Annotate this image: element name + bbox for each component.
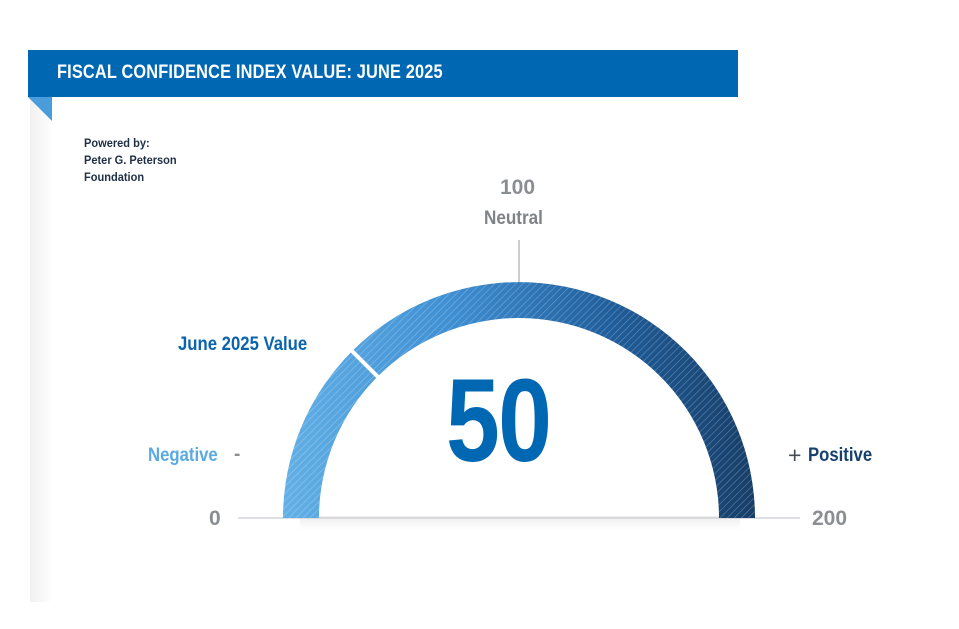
attribution-line-1: Powered by:: [84, 136, 150, 150]
tick-label-200: 200: [812, 507, 848, 530]
banner-fold: [28, 97, 52, 121]
title-banner: [28, 50, 738, 97]
negative-label: Negative: [148, 445, 218, 466]
positive-sign: +: [788, 442, 802, 468]
base-shadow: [300, 516, 740, 530]
value-marker: [348, 347, 382, 381]
card-shadow: [30, 62, 52, 602]
marker-label: June 2025 Value: [178, 334, 308, 355]
neutral-label: Neutral: [484, 208, 543, 229]
attribution: Powered by: Peter G. Peterson Foundation: [84, 135, 177, 186]
tick-label-0: 0: [209, 507, 221, 530]
tick-label-100: 100: [500, 176, 536, 199]
chart-title: FISCAL CONFIDENCE INDEX VALUE: JUNE 2025: [57, 62, 443, 83]
gauge-value: 50: [446, 355, 552, 487]
attribution-line-2: Peter G. Peterson: [84, 153, 177, 167]
positive-label: Positive: [808, 445, 873, 466]
attribution-line-3: Foundation: [84, 170, 145, 184]
negative-sign: -: [234, 444, 241, 465]
gauge-arc-texture: [283, 282, 755, 518]
